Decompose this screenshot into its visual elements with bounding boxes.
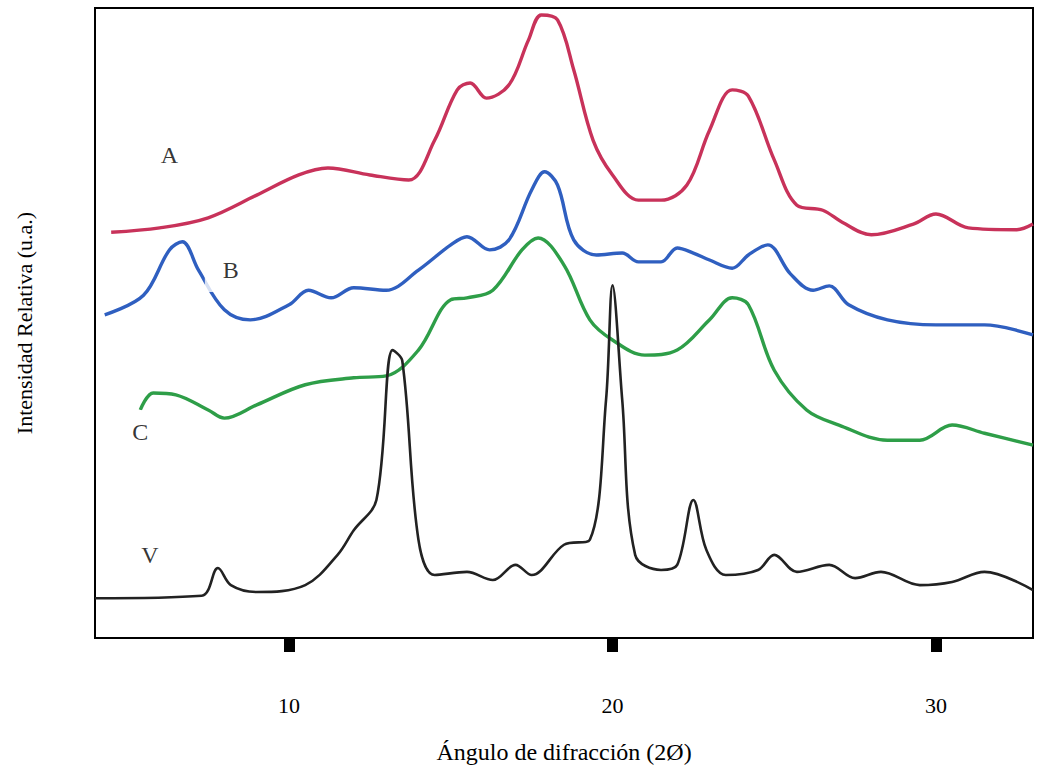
svg-text:V: V <box>141 542 159 568</box>
svg-text:10: 10 <box>278 693 300 718</box>
svg-text:C: C <box>132 419 148 445</box>
svg-text:Ángulo de difracción (2Ø): Ángulo de difracción (2Ø) <box>436 739 691 765</box>
svg-text:20: 20 <box>602 693 624 718</box>
svg-text:Intensidad Relativa (u.a.): Intensidad Relativa (u.a.) <box>12 212 37 434</box>
svg-text:30: 30 <box>925 693 947 718</box>
svg-text:B: B <box>223 257 239 283</box>
svg-text:A: A <box>161 142 179 168</box>
